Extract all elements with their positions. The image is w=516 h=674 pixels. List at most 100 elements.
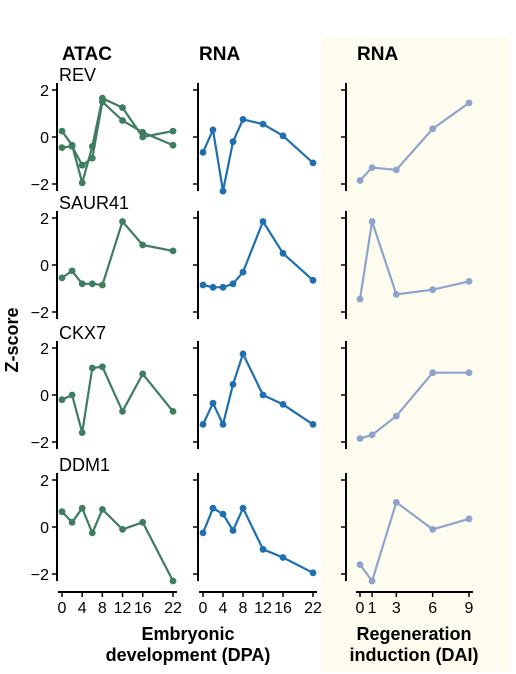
data-point-rna_regen-ckx7-0-2 — [392, 412, 400, 420]
data-point-atac-rev-1-1 — [68, 143, 76, 150]
series-line-rna_embryo-ckx7-0 — [202, 352, 314, 426]
data-point-rna_embryo-saur41-0-7 — [309, 276, 317, 284]
data-point-atac-rev-0-2 — [78, 179, 86, 187]
header-rna-embryo: RNA — [199, 44, 240, 65]
data-point-rna_regen-rev-0-3 — [429, 125, 437, 133]
data-point-rna_embryo-ddm1-0-2 — [219, 510, 227, 518]
y-tick-label-0-1: 0 — [40, 130, 49, 147]
data-point-atac-ckx7-0-5 — [119, 408, 126, 415]
y-tick-label-2-2: −2 — [31, 435, 49, 452]
series-line-atac-saur41-0 — [61, 220, 174, 287]
data-point-atac-saur41-0-0 — [58, 274, 66, 282]
gene-label-ddm1: DDM1 — [59, 455, 110, 475]
data-point-rna_embryo-saur41-0-4 — [239, 268, 247, 276]
data-point-rna_regen-ckx7-0-1 — [368, 431, 376, 439]
data-point-rna_regen-saur41-0-4 — [465, 278, 473, 285]
y-tick-label-3-1: 0 — [40, 520, 49, 537]
x-tick-label-rna_embryo-5: 22 — [304, 600, 322, 617]
data-point-rna_embryo-rev-0-2 — [219, 187, 227, 195]
data-point-atac-saur41-0-6 — [139, 241, 147, 249]
data-point-rna_regen-ddm1-0-0 — [356, 561, 364, 568]
data-point-atac-rev-0-0 — [58, 127, 66, 135]
data-point-rna_embryo-ddm1-0-4 — [239, 504, 247, 512]
x-tick-label-atac-1: 4 — [78, 600, 87, 617]
data-point-rna_embryo-ddm1-0-6 — [279, 554, 287, 561]
x-tick-label-rna_regen-3: 6 — [428, 600, 437, 617]
data-point-rna_embryo-rev-0-4 — [239, 116, 247, 123]
data-point-rna_regen-ddm1-0-3 — [429, 526, 437, 533]
data-point-rna_embryo-saur41-0-6 — [279, 249, 287, 257]
data-point-rna_embryo-rev-0-6 — [279, 132, 287, 140]
x-axis-label-regen-line1: Regeneration — [356, 624, 471, 644]
data-point-rna_embryo-saur41-0-0 — [199, 281, 207, 289]
data-point-atac-rev-1-7 — [169, 141, 177, 149]
x-tick-label-rna_regen-0: 0 — [356, 600, 365, 617]
x-tick-label-atac-5: 22 — [164, 600, 182, 617]
data-point-rna_regen-rev-0-0 — [356, 177, 364, 184]
y-tick-label-2-0: 2 — [40, 341, 49, 358]
data-point-atac-rev-1-2 — [78, 161, 86, 169]
data-point-rna_embryo-ckx7-0-7 — [309, 421, 317, 428]
data-point-rna_regen-saur41-0-0 — [356, 295, 364, 303]
data-point-rna_regen-ckx7-0-0 — [356, 435, 364, 442]
x-tick-label-atac-4: 16 — [134, 600, 152, 617]
data-point-rna_embryo-ckx7-0-5 — [259, 391, 267, 399]
data-point-atac-ddm1-0-3 — [88, 529, 96, 537]
data-point-rna_regen-ddm1-0-1 — [368, 577, 376, 585]
x-tick-label-rna_embryo-2: 8 — [239, 600, 248, 617]
data-point-rna_regen-ckx7-0-4 — [465, 369, 473, 377]
data-point-rna_regen-rev-0-1 — [368, 164, 376, 172]
data-point-rna_embryo-saur41-0-5 — [259, 218, 267, 225]
series-line-atac-ddm1-0 — [61, 507, 174, 582]
data-point-rna_embryo-ckx7-0-1 — [209, 399, 217, 407]
data-point-rna_embryo-ddm1-0-1 — [209, 504, 217, 512]
data-point-atac-ddm1-0-4 — [99, 506, 106, 513]
data-point-atac-ckx7-0-3 — [88, 364, 96, 372]
data-point-rna_embryo-ddm1-0-0 — [199, 529, 207, 537]
data-point-atac-rev-1-4 — [99, 98, 106, 106]
gene-label-rev: REV — [59, 65, 96, 85]
data-point-rna_embryo-ddm1-0-5 — [259, 545, 267, 553]
data-point-rna_embryo-rev-0-5 — [259, 120, 267, 128]
data-point-atac-rev-0-7 — [169, 127, 177, 135]
data-point-atac-ckx7-0-6 — [139, 370, 147, 378]
data-point-atac-rev-1-0 — [58, 144, 66, 152]
y-tick-label-2-1: 0 — [40, 388, 49, 405]
series-line-atac-rev-0 — [61, 97, 174, 184]
data-point-rna_regen-rev-0-2 — [392, 166, 400, 174]
data-point-rna_regen-ckx7-0-3 — [429, 369, 437, 377]
y-tick-label-0-2: −2 — [31, 177, 49, 194]
data-point-atac-rev-1-6 — [139, 128, 147, 136]
y-tick-label-1-0: 2 — [40, 211, 49, 228]
x-tick-label-rna_embryo-1: 4 — [219, 600, 228, 617]
data-point-atac-ckx7-0-2 — [78, 429, 86, 436]
series-line-rna_embryo-rev-0 — [201, 118, 314, 193]
x-tick-label-rna_regen-4: 9 — [465, 600, 474, 617]
data-point-rna_embryo-saur41-0-1 — [209, 283, 217, 291]
series-line-rna_embryo-ddm1-0 — [201, 507, 314, 574]
x-tick-label-atac-3: 12 — [114, 600, 132, 617]
data-point-atac-saur41-0-2 — [78, 280, 86, 288]
y-tick-label-0-0: 2 — [40, 83, 49, 100]
data-point-atac-ckx7-0-0 — [58, 396, 66, 404]
series-line-atac-rev-1 — [61, 100, 174, 167]
y-tick-label-3-2: −2 — [31, 567, 49, 584]
header-rna-regen: RNA — [357, 44, 398, 65]
data-point-atac-ddm1-0-7 — [169, 577, 177, 585]
data-point-atac-rev-1-5 — [119, 117, 126, 124]
gene-label-ckx7: CKX7 — [59, 323, 106, 343]
data-point-atac-saur41-0-1 — [68, 267, 76, 275]
data-point-atac-ddm1-0-5 — [119, 526, 126, 533]
data-point-atac-rev-0-6 — [139, 133, 147, 141]
data-point-rna_embryo-ddm1-0-3 — [229, 527, 237, 534]
x-tick-label-rna_embryo-4: 16 — [274, 600, 292, 617]
data-point-atac-ddm1-0-0 — [58, 508, 66, 516]
x-axis-label-embryo-line2: development (DPA) — [106, 645, 271, 665]
data-point-atac-ddm1-0-1 — [68, 518, 76, 526]
header-atac: ATAC — [62, 44, 112, 65]
y-tick-label-1-2: −2 — [31, 305, 49, 322]
data-point-atac-ddm1-0-6 — [139, 518, 147, 526]
x-tick-label-rna_embryo-3: 12 — [254, 600, 272, 617]
x-tick-label-atac-0: 0 — [58, 600, 67, 617]
